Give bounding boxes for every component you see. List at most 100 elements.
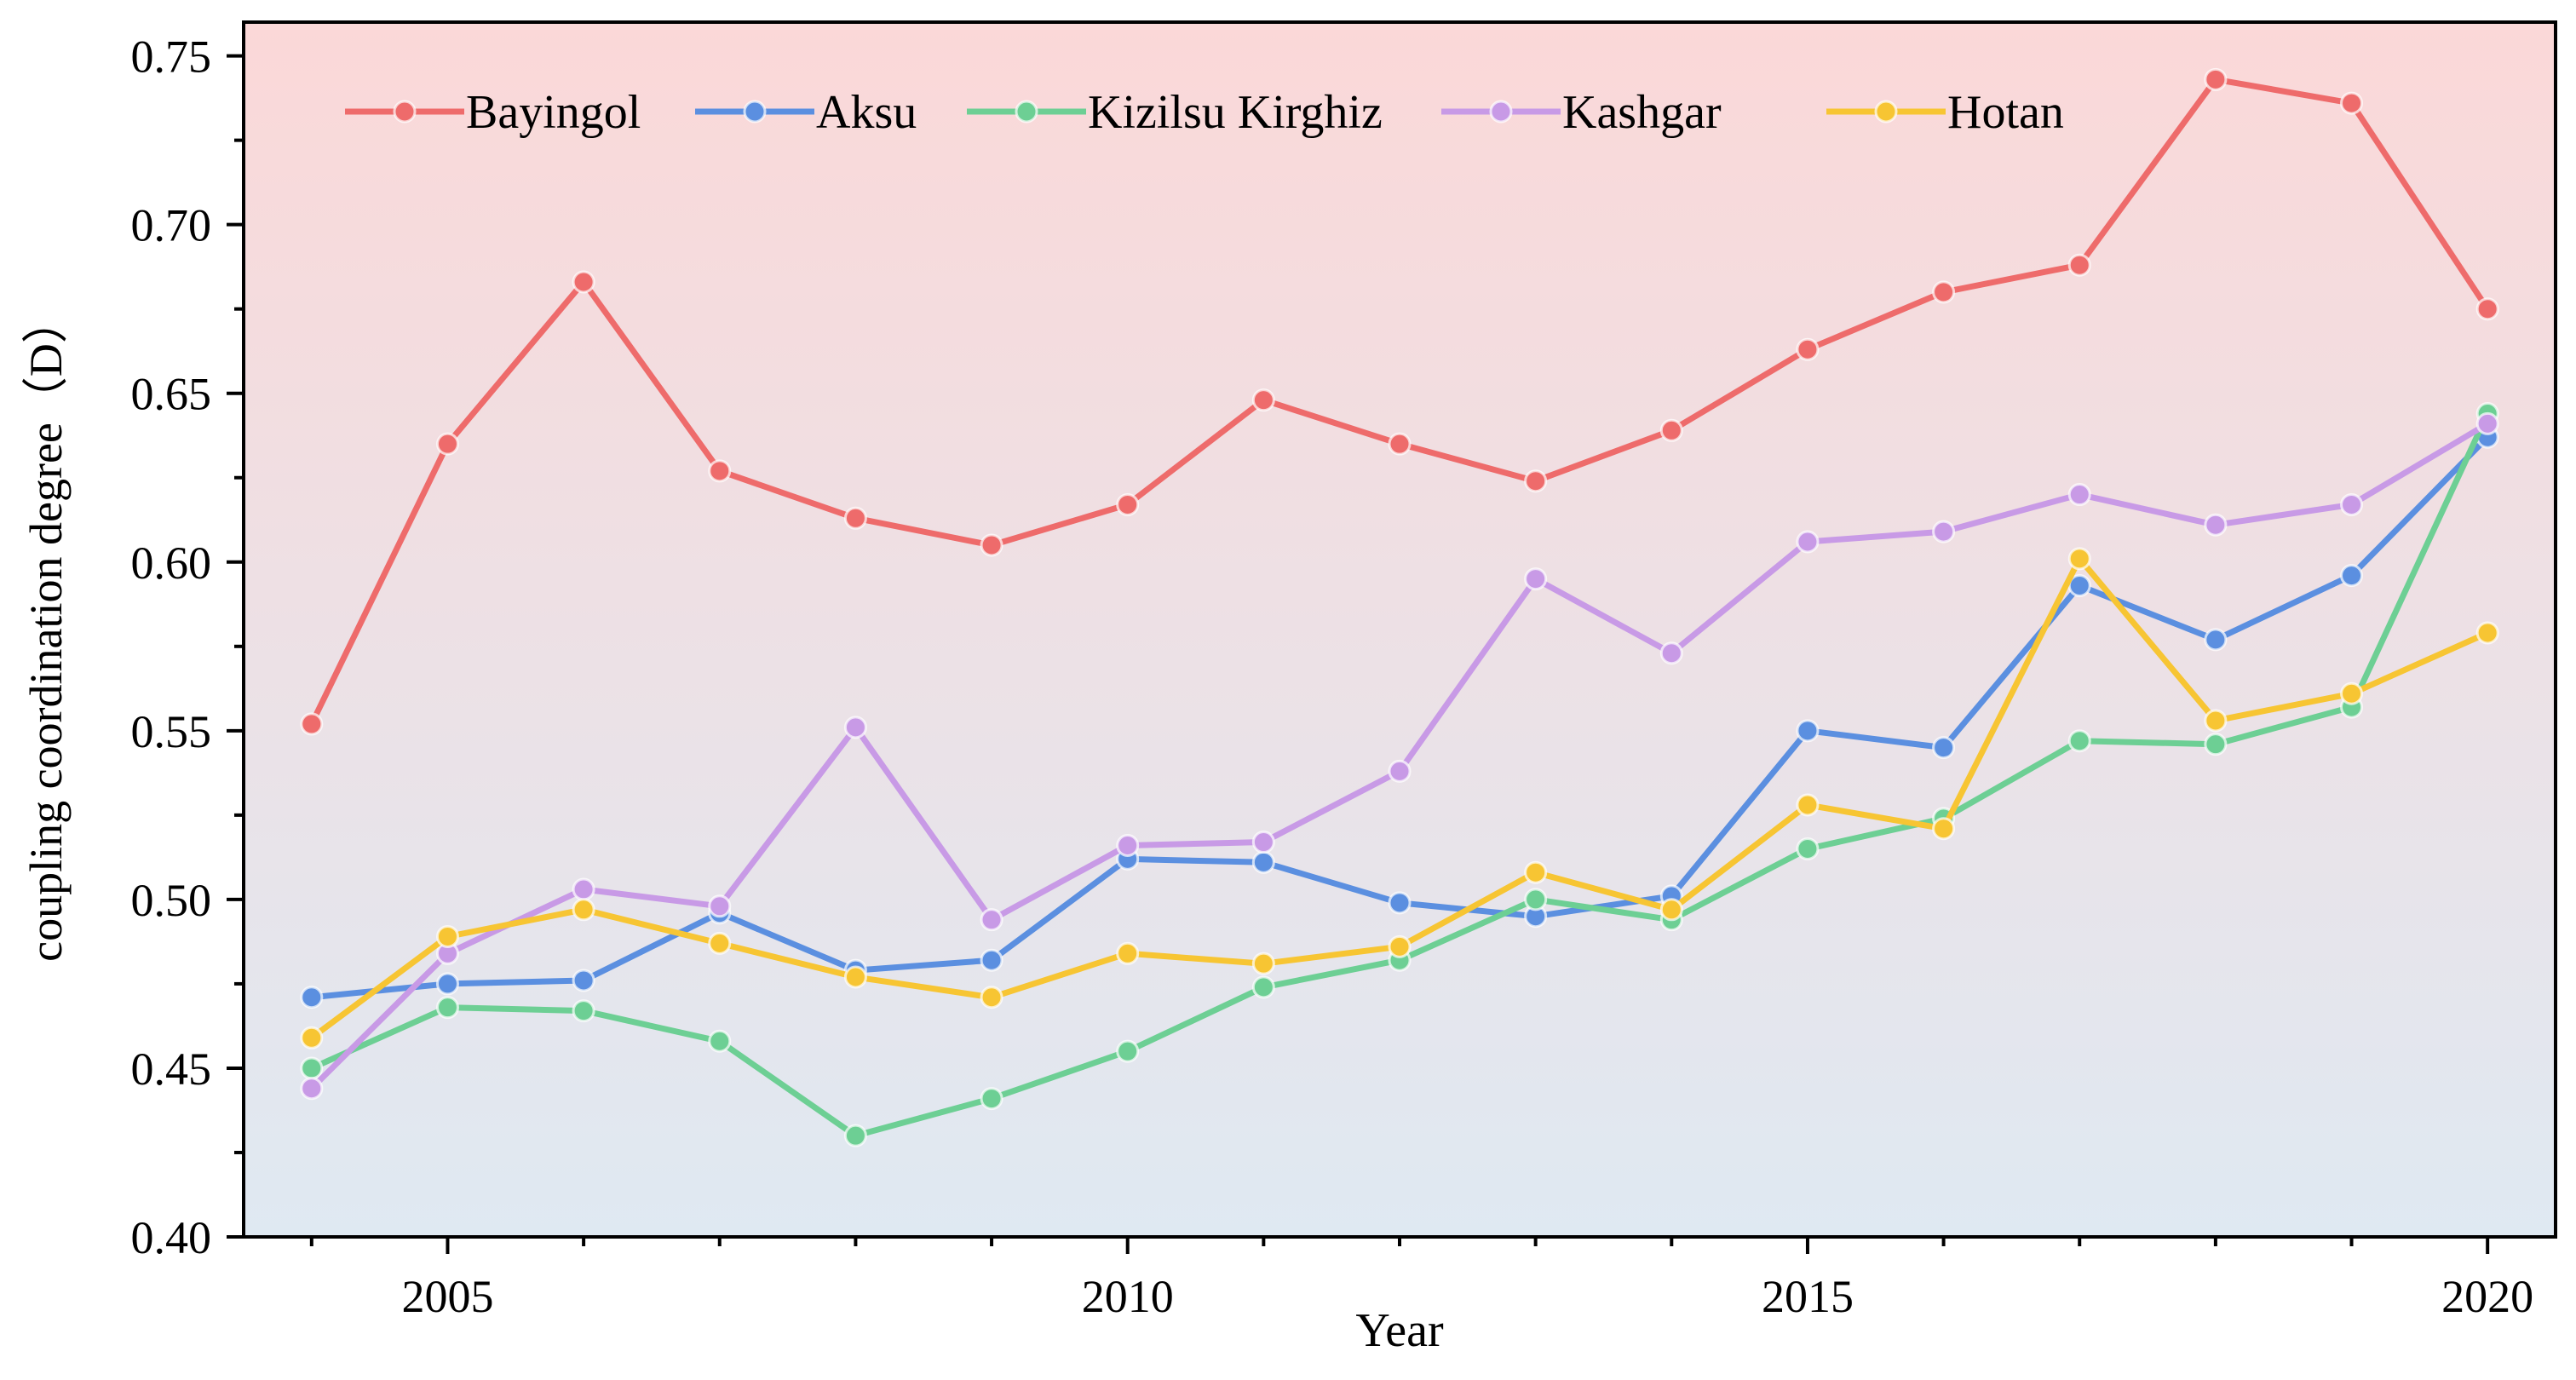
data-point-kizilsu-kirghiz [2204,733,2228,756]
data-point-aksu [1932,736,1956,760]
data-point-kizilsu-kirghiz [2067,729,2091,753]
data-point-aksu [1796,719,1820,743]
data-point-aksu [2067,574,2091,598]
plot-frame [242,20,2557,1239]
axes: 0.40 0.45 0.50 0.55 0.60 0.65 0.70 0.75 2005 2010… [131,32,2534,1322]
data-point-kashgar [1116,834,1140,858]
y-tick-label: 0.55 [131,706,212,757]
data-point-kashgar [2067,483,2091,507]
y-tick-label: 0.65 [131,369,212,420]
data-point-bayingol [1116,492,1140,516]
data-point-aksu [1388,891,1412,915]
data-point-bayingol [1659,418,1683,442]
y-tick-label: 0.45 [131,1044,212,1095]
data-point-kashgar [1659,641,1683,665]
data-point-bayingol [1796,337,1820,361]
data-point-hotan [1116,941,1140,965]
data-point-kizilsu-kirghiz [300,1056,324,1080]
data-point-bayingol [1524,469,1548,493]
y-tick-label: 0.60 [131,538,212,589]
x-tick-label: 2005 [401,1271,493,1322]
legend-marker [1874,100,1898,124]
data-point-aksu [2340,564,2364,588]
legend-label: Bayingol [466,86,641,139]
data-point-hotan [300,1026,324,1049]
legend-item-kashgar: Kashgar [1441,86,1722,139]
data-point-bayingol [1251,388,1275,412]
legend-item-bayingol: Bayingol [345,86,641,139]
legend-item-aksu: Aksu [695,86,917,139]
y-tick-label: 0.50 [131,875,212,926]
data-point-bayingol [435,432,459,456]
legend-label: Kizilsu Kirghiz [1088,86,1383,139]
data-point-hotan [2475,621,2499,645]
data-point-bayingol [980,533,1003,557]
data-point-hotan [980,986,1003,1009]
data-point-bayingol [2340,91,2364,115]
series-layer [300,67,2499,1147]
y-tick-label: 0.75 [131,32,212,83]
x-tick-label: 2015 [1762,1271,1854,1322]
legend-marker [743,100,767,124]
data-point-bayingol [572,270,595,294]
legend-item-kizilsu-kirghiz: Kizilsu Kirghiz [967,86,1383,139]
legend-label: Aksu [816,86,917,139]
data-point-hotan [1796,793,1820,817]
plot-area [244,22,2556,1237]
data-point-kashgar [1524,567,1548,591]
data-point-bayingol [300,712,324,736]
legend-item-hotan: Hotan [1826,86,2064,139]
legend-marker [1015,100,1038,124]
y-axis-label: coupling coordination degree（D） [20,297,72,962]
data-point-hotan [435,924,459,948]
data-point-kizilsu-kirghiz [1796,837,1820,860]
legend-label: Hotan [1947,86,2064,139]
series-bayingol [300,67,2499,736]
data-point-hotan [2067,547,2091,571]
data-point-bayingol [1388,432,1412,456]
data-point-aksu [2204,628,2228,652]
data-point-kizilsu-kirghiz [572,999,595,1023]
data-point-kashgar [1932,520,1956,543]
data-point-kashgar [572,877,595,901]
data-point-aksu [1251,850,1275,874]
data-point-hotan [2204,709,2228,733]
data-point-bayingol [2475,297,2499,321]
series-aksu [300,425,2499,1009]
data-point-bayingol [2067,253,2091,277]
data-point-hotan [1659,898,1683,922]
data-point-kashgar [300,1077,324,1101]
data-point-aksu [980,948,1003,972]
data-point-hotan [1251,952,1275,975]
data-point-aksu [572,969,595,992]
data-point-kashgar [980,908,1003,932]
data-point-hotan [843,965,867,989]
data-point-kashgar [2475,411,2499,435]
data-point-hotan [572,898,595,922]
data-point-hotan [1388,934,1412,958]
data-point-kashgar [2204,513,2228,537]
data-point-kashgar [1388,759,1412,783]
data-point-kashgar [1796,530,1820,554]
data-point-hotan [708,931,732,955]
data-point-kizilsu-kirghiz [708,1029,732,1053]
data-point-bayingol [1932,280,1956,304]
data-point-hotan [1932,817,1956,841]
y-tick-label: 0.40 [131,1212,212,1263]
data-point-kashgar [1251,831,1275,854]
data-point-kizilsu-kirghiz [1251,975,1275,999]
data-point-kizilsu-kirghiz [980,1087,1003,1111]
data-point-kashgar [843,716,867,739]
x-tick-label: 2010 [1082,1271,1174,1322]
legend-marker [393,100,417,124]
x-axis-label: Year [1355,1304,1444,1357]
data-point-kizilsu-kirghiz [1116,1039,1140,1063]
data-point-kashgar [2340,492,2364,516]
data-point-kizilsu-kirghiz [843,1124,867,1147]
data-point-aksu [435,972,459,996]
data-point-bayingol [708,459,732,483]
series-hotan [300,547,2499,1049]
data-point-hotan [1524,860,1548,884]
